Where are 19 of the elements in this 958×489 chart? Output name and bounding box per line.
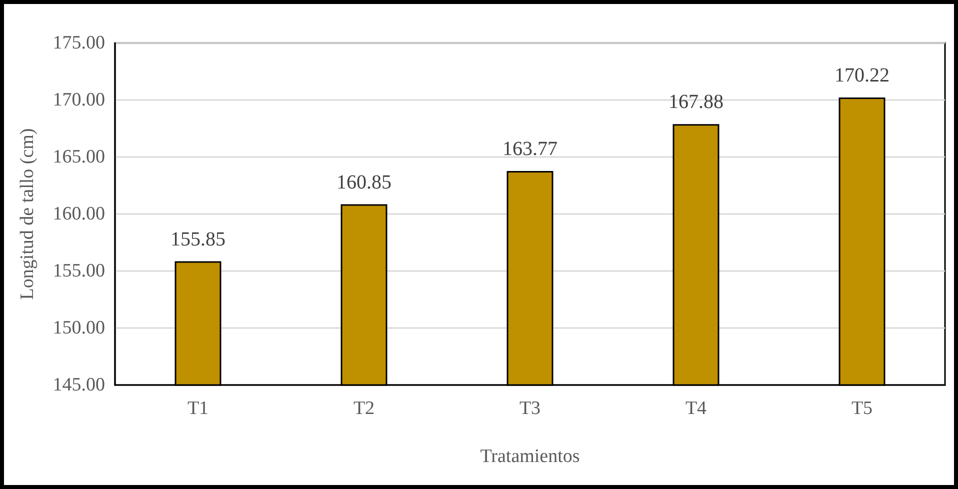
y-tick-label: 170.00 (52, 90, 105, 110)
x-tick-label: T5 (851, 398, 873, 419)
y-tick-label: 160.00 (52, 204, 105, 224)
x-tick-label: T2 (353, 398, 375, 419)
y-tick-label: 145.00 (52, 374, 105, 396)
x-tick-label: T1 (187, 398, 209, 419)
y-tick-label: 155.00 (52, 260, 105, 282)
x-tick-label: T3 (519, 398, 541, 419)
data-label: 167.88 (668, 91, 724, 114)
y-tick-label: 165.00 (52, 146, 105, 168)
data-label: 163.77 (502, 138, 558, 160)
y-tick-label: 175.00 (52, 32, 105, 54)
y-tick-label: 150.00 (52, 318, 105, 338)
x-tick-label: T4 (685, 398, 708, 419)
data-label: 170.22 (834, 64, 890, 86)
y-axis-title: Longitud de tallo (cm) (17, 128, 38, 300)
x-axis-title: Tratamientos (480, 446, 580, 467)
data-label: 155.85 (170, 228, 226, 250)
data-label: 160.85 (336, 171, 392, 194)
